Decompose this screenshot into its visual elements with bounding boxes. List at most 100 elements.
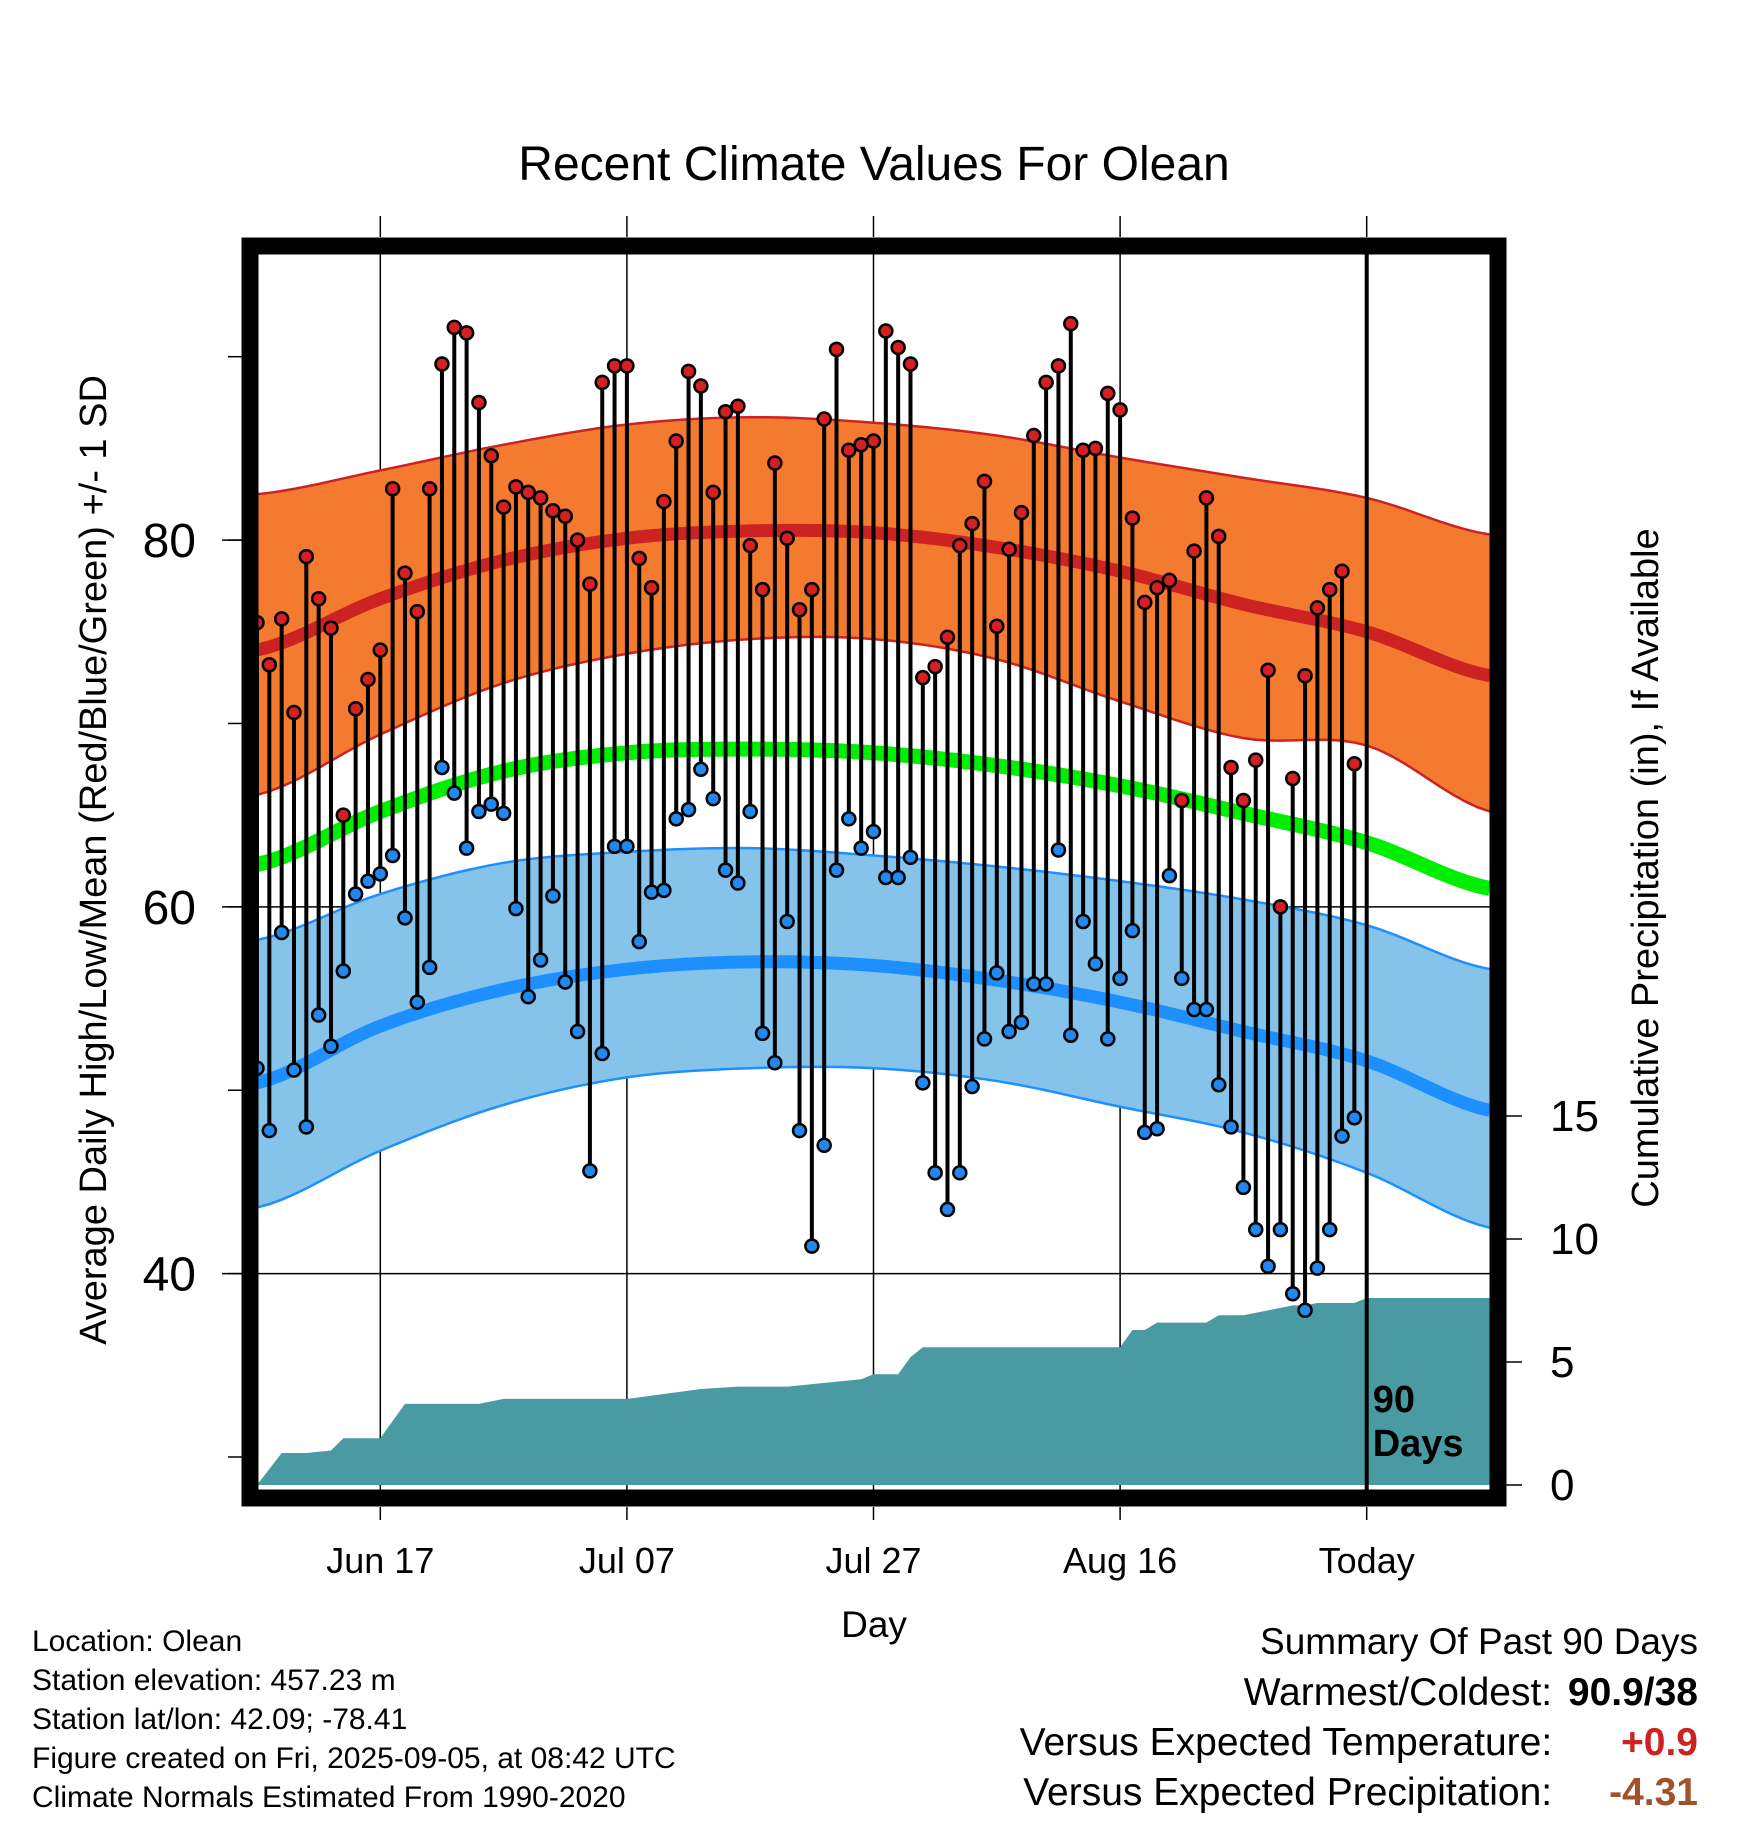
daily-high-point: [532, 490, 549, 506]
daily-low-point: [1223, 1119, 1239, 1135]
daily-high-point: [1137, 594, 1153, 611]
daily-low-point: [1087, 955, 1104, 972]
daily-high-point: [927, 658, 943, 675]
warmest-value: 90.9/38: [1567, 1671, 1698, 1714]
daily-high-point: [1260, 662, 1276, 679]
daily-low-point: [594, 1045, 610, 1062]
daily-high-point: [471, 394, 487, 411]
daily-low-point: [1112, 970, 1128, 987]
daily-low-point: [878, 869, 894, 886]
daily-high-point: [1309, 600, 1326, 616]
daily-high-point: [841, 442, 857, 458]
plot-frame: [241, 237, 1507, 1507]
daily-low-point: [1174, 970, 1190, 987]
daily-low-point: [1013, 1014, 1030, 1031]
daily-low-point: [1284, 1286, 1301, 1302]
daily-low-point: [421, 959, 438, 976]
daily-high-point: [791, 602, 808, 618]
daily-high-point: [816, 411, 832, 427]
temp-label: Versus Expected Temperature:: [1019, 1721, 1553, 1764]
daily-high-point: [754, 581, 771, 598]
daily-high-point: [619, 358, 635, 374]
daily-low-point: [1161, 867, 1178, 884]
today-marker-label: 90: [1373, 1379, 1415, 1421]
daily-high-point: [606, 358, 623, 374]
daily-low-point: [1272, 1221, 1289, 1238]
daily-high-point: [730, 398, 746, 414]
daily-high-point: [261, 657, 278, 673]
daily-high-point: [915, 669, 931, 686]
daily-low-point: [1321, 1221, 1338, 1238]
daily-low-point: [1026, 976, 1042, 992]
x-tick-label: Jul 07: [579, 1540, 675, 1581]
daily-high-point: [1050, 358, 1067, 374]
precip-label: Versus Expected Precipitation:: [1023, 1771, 1553, 1814]
daily-high-point: [1223, 759, 1239, 776]
daily-low-point: [286, 1062, 302, 1078]
daily-high-point: [1001, 541, 1017, 557]
temp-value: +0.9: [1621, 1721, 1698, 1764]
daily-high-point: [520, 484, 537, 501]
daily-high-point: [569, 532, 586, 548]
daily-low-point: [1186, 1001, 1202, 1018]
daily-low-point: [257, 1060, 265, 1076]
daily-low-point: [1063, 1027, 1079, 1043]
daily-low-point: [335, 963, 352, 979]
elevation-text: Station elevation: 457.23 m: [32, 1664, 396, 1697]
daily-high-point: [693, 378, 709, 394]
daily-high-point: [1247, 752, 1264, 768]
daily-low-point: [1100, 1031, 1116, 1047]
daily-high-point: [853, 436, 869, 453]
daily-high-point: [397, 565, 413, 581]
location-text: Location: Olean: [32, 1625, 243, 1658]
daily-high-point: [298, 548, 315, 565]
daily-high-point: [310, 591, 327, 607]
daily-low-point: [1210, 1076, 1227, 1093]
precip-value: -4.31: [1609, 1771, 1698, 1814]
x-tick-label: Today: [1319, 1540, 1415, 1581]
daily-low-point: [471, 803, 487, 820]
daily-high-point: [434, 356, 450, 372]
precip-tick-label: 15: [1550, 1092, 1599, 1141]
daily-low-point: [446, 785, 463, 801]
daily-low-point: [890, 869, 906, 886]
daily-high-point: [1112, 402, 1128, 418]
daily-high-point: [939, 629, 956, 646]
daily-high-point: [890, 339, 906, 356]
daily-low-point: [298, 1119, 315, 1135]
daily-low-point: [927, 1164, 943, 1181]
daily-high-point: [384, 480, 401, 497]
daily-high-point: [1210, 528, 1227, 545]
daily-high-point: [1038, 374, 1054, 391]
daily-low-point: [989, 965, 1005, 981]
y-tick-label: 80: [143, 515, 196, 568]
daily-high-point: [1297, 668, 1313, 684]
daily-high-point: [976, 473, 993, 490]
precip-tick-label: 10: [1550, 1215, 1599, 1264]
daily-high-point: [878, 323, 894, 339]
daily-low-point: [754, 1025, 771, 1042]
daily-low-point: [1346, 1109, 1363, 1126]
daily-low-point: [952, 1164, 968, 1181]
daily-low-point: [434, 759, 450, 776]
station-info: Location: Olean Station elevation: 457.2…: [32, 1622, 676, 1817]
daily-low-point: [1124, 922, 1141, 939]
daily-high-point: [1174, 792, 1190, 809]
daily-low-point: [656, 882, 672, 899]
daily-low-point: [458, 840, 475, 856]
daily-high-point: [952, 537, 968, 554]
precip-tick-label: 0: [1550, 1461, 1574, 1510]
daily-low-point: [804, 1238, 820, 1254]
daily-low-point: [409, 994, 426, 1010]
daily-high-point: [594, 374, 610, 391]
daily-low-point: [532, 952, 549, 968]
daily-high-point: [705, 484, 721, 501]
daily-high-point: [1124, 510, 1141, 526]
daily-low-point: [742, 803, 758, 820]
precip-tick-label: 5: [1550, 1338, 1574, 1387]
daily-low-point: [964, 1078, 980, 1095]
daily-high-point: [483, 447, 500, 464]
today-marker-label: Days: [1373, 1423, 1464, 1465]
daily-low-point: [705, 790, 721, 807]
